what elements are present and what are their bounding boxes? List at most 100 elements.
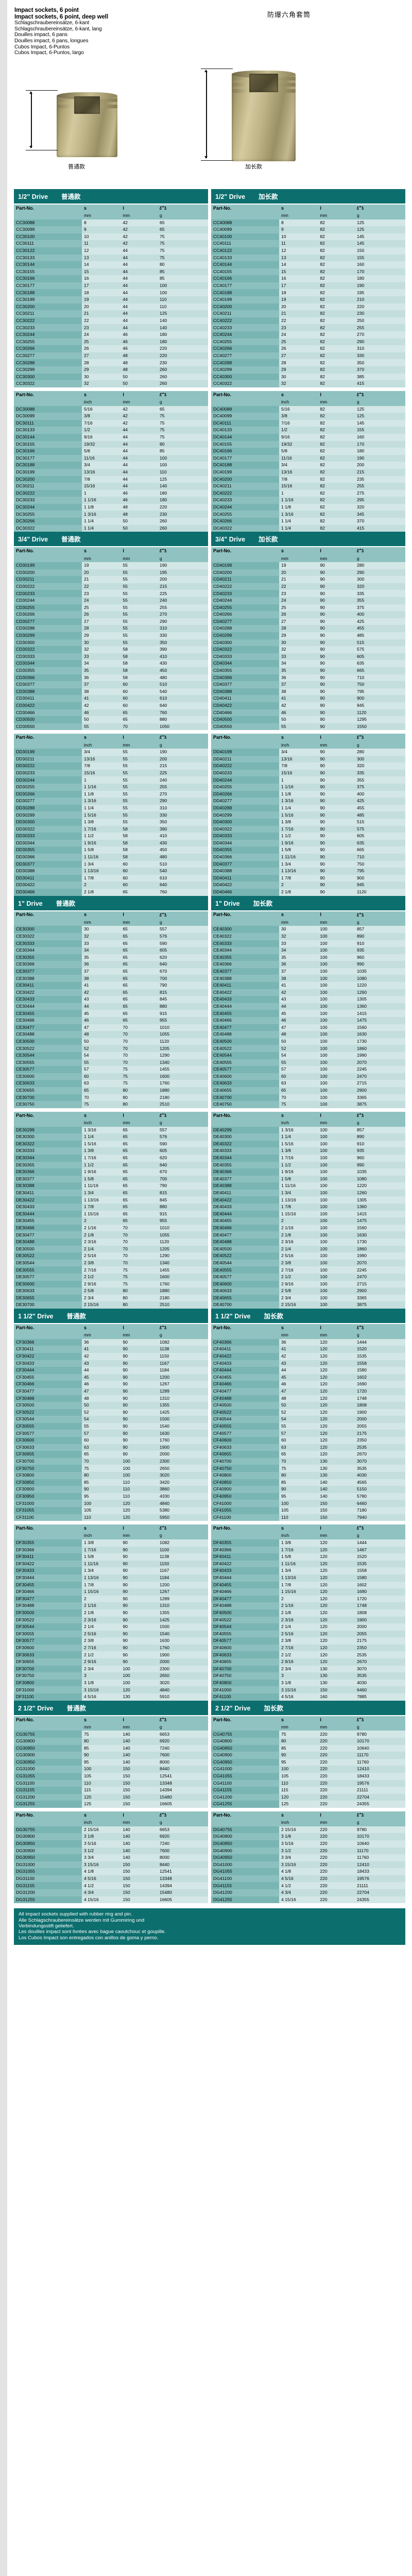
table-row[interactable]: DE40355 1 1/2 100 990 (211, 1161, 405, 1169)
table-row[interactable]: CD30377 37 60 510 (14, 681, 208, 688)
table-row[interactable]: DC40155 19/32 82 170 (211, 440, 405, 448)
table-row[interactable]: DC40322 1 1/4 82 415 (211, 524, 405, 532)
table-row[interactable]: DF30577 2 3/8 90 1630 (14, 1637, 208, 1645)
table-row[interactable]: CG30800 80 140 6920 (14, 1738, 208, 1745)
table-row[interactable]: DD40211 13/16 90 300 (211, 755, 405, 763)
table-row[interactable]: DF40544 2 1/4 120 2000 (211, 1623, 405, 1631)
table-row[interactable]: CF30700 70 100 2300 (14, 1458, 208, 1465)
table-row[interactable]: CG41055 105 220 18433 (211, 1772, 405, 1780)
table-row[interactable]: DD30422 2 60 640 (14, 882, 208, 889)
table-row[interactable]: DC30166 5/8 44 85 (14, 448, 208, 455)
table-row[interactable]: CD30233 23 55 225 (14, 590, 208, 597)
table-row[interactable]: CF30500 50 90 1355 (14, 1402, 208, 1409)
table-row[interactable]: DE30633 2 5/8 80 1880 (14, 1287, 208, 1295)
table-row[interactable]: DE30466 2 1/16 70 1010 (14, 1224, 208, 1232)
table-row[interactable]: CE30433 43 65 845 (14, 996, 208, 1003)
table-row[interactable]: DF40577 2 3/8 120 2175 (211, 1637, 405, 1645)
table-row[interactable]: CG31200 120 150 15480 (14, 1793, 208, 1801)
table-row[interactable]: DD40333 1 1/2 90 605 (211, 833, 405, 840)
table-row[interactable]: DF31000 3 15/16 120 4840 (14, 1686, 208, 1694)
table-row[interactable]: CD30299 29 55 330 (14, 632, 208, 639)
table-row[interactable]: DC40188 3/4 82 200 (211, 462, 405, 469)
table-row[interactable]: CD40344 34 90 635 (211, 660, 405, 667)
table-row[interactable]: CF40366 36 120 1444 (211, 1338, 405, 1346)
table-row[interactable]: DE30333 1 3/8 65 605 (14, 1147, 208, 1155)
table-row[interactable]: DC30211 15/16 44 140 (14, 483, 208, 490)
table-row[interactable]: CE40477 47 100 1560 (211, 1024, 405, 1031)
table-row[interactable]: CD30422 42 60 640 (14, 702, 208, 709)
table-row[interactable]: DC30188 3/4 44 100 (14, 462, 208, 469)
table-row[interactable]: CE30655 65 80 1880 (14, 1087, 208, 1094)
table-row[interactable]: DG41155 4 1/2 220 21111 (211, 1882, 405, 1890)
table-row[interactable]: DE40577 2 1/2 100 2470 (211, 1274, 405, 1281)
table-row[interactable]: CF41055 105 150 7180 (211, 1507, 405, 1514)
table-row[interactable]: CF30950 95 110 4330 (14, 1493, 208, 1500)
table-row[interactable]: DG41200 4 3/4 220 22704 (211, 1889, 405, 1896)
table-row[interactable]: CC40100 10 82 145 (211, 233, 405, 241)
table-row[interactable]: DD40266 1 1/8 90 400 (211, 790, 405, 798)
table-row[interactable]: CF40577 57 120 2175 (211, 1430, 405, 1437)
table-row[interactable]: DD40222 7/8 90 320 (211, 762, 405, 770)
table-row[interactable]: DG30850 3 5/16 140 7240 (14, 1840, 208, 1848)
table-row[interactable]: CD30500 50 65 880 (14, 716, 208, 723)
table-row[interactable]: CC30222 22 44 140 (14, 317, 208, 325)
table-row[interactable]: CD40550 55 90 1550 (211, 723, 405, 731)
table-row[interactable]: CC40266 26 82 310 (211, 345, 405, 352)
table-row[interactable]: CF30750 75 100 2650 (14, 1465, 208, 1472)
table-row[interactable]: DC30255 1 3/16 48 230 (14, 511, 208, 518)
table-row[interactable]: DD30277 1 3/16 55 290 (14, 798, 208, 805)
table-row[interactable]: DE40366 1 9/16 100 1035 (211, 1168, 405, 1176)
table-row[interactable]: DF30488 2 1/16 90 1310 (14, 1602, 208, 1609)
table-row[interactable]: CD40333 33 90 605 (211, 653, 405, 660)
table-row[interactable]: DD30366 1 11/16 58 480 (14, 853, 208, 861)
table-row[interactable]: CF40500 50 120 1808 (211, 1402, 405, 1409)
table-row[interactable]: CC40299 29 82 370 (211, 366, 405, 374)
table-row[interactable]: CF30850 85 110 3420 (14, 1479, 208, 1486)
table-row[interactable]: DF40633 2 1/2 120 2535 (211, 1651, 405, 1659)
table-row[interactable]: DD30300 1 3/8 55 350 (14, 819, 208, 826)
table-row[interactable]: CD30199 19 55 190 (14, 562, 208, 569)
table-row[interactable]: CG31055 105 150 12541 (14, 1772, 208, 1780)
table-row[interactable]: CC40300 30 82 385 (211, 373, 405, 381)
table-row[interactable]: CD30466 46 65 760 (14, 709, 208, 717)
table-row[interactable]: DF40750 3 130 3535 (211, 1672, 405, 1680)
table-row[interactable]: DD30377 1 3/4 60 510 (14, 860, 208, 868)
table-row[interactable]: CC40111 11 82 145 (211, 240, 405, 247)
table-row[interactable]: CD40255 25 90 375 (211, 604, 405, 612)
table-row[interactable]: CF40950 95 140 5780 (211, 1493, 405, 1500)
table-row[interactable]: CE30700 70 80 2180 (14, 1094, 208, 1101)
table-row[interactable]: DG41055 4 1/8 220 18433 (211, 1868, 405, 1875)
table-row[interactable]: DD30355 1 5/8 58 450 (14, 846, 208, 854)
table-row[interactable]: DC30155 19/32 44 80 (14, 440, 208, 448)
table-row[interactable]: DG40850 3 5/16 220 10640 (211, 1840, 405, 1848)
table-row[interactable]: DE30444 1 15/16 65 915 (14, 1210, 208, 1218)
table-row[interactable]: DC30111 7/16 42 75 (14, 419, 208, 427)
table-row[interactable]: CC40233 23 82 255 (211, 324, 405, 332)
table-row[interactable]: CD30300 30 55 350 (14, 639, 208, 647)
table-row[interactable]: CF30800 80 100 3020 (14, 1472, 208, 1479)
table-row[interactable]: DD30344 1 9/16 58 430 (14, 839, 208, 847)
table-row[interactable]: CE30411 41 65 790 (14, 982, 208, 989)
table-row[interactable]: DF30544 2 1/4 90 1500 (14, 1623, 208, 1631)
table-row[interactable]: CG41100 110 220 19576 (211, 1780, 405, 1787)
table-row[interactable]: DC40211 15/16 82 255 (211, 483, 405, 490)
table-row[interactable]: DE30522 2 5/16 70 1290 (14, 1252, 208, 1260)
table-row[interactable]: DE40600 2 9/16 100 2715 (211, 1280, 405, 1288)
table-row[interactable]: CE40633 63 100 2715 (211, 1080, 405, 1087)
table-row[interactable]: DF40700 2 3/4 130 3070 (211, 1665, 405, 1673)
table-row[interactable]: DC40177 11/16 82 190 (211, 454, 405, 462)
table-row[interactable]: CF40455 45 120 1602 (211, 1374, 405, 1381)
table-row[interactable]: CF30600 60 90 1760 (14, 1437, 208, 1444)
table-row[interactable]: DC40233 1 1/16 82 295 (211, 497, 405, 504)
table-row[interactable]: DD40411 1 7/8 90 900 (211, 874, 405, 882)
table-row[interactable]: DC30177 11/16 44 100 (14, 454, 208, 462)
table-row[interactable]: DF30600 2 7/16 90 1760 (14, 1644, 208, 1652)
table-row[interactable]: DD40277 1 3/16 90 425 (211, 798, 405, 805)
table-row[interactable]: CC40200 20 82 220 (211, 303, 405, 311)
table-row[interactable]: CD30388 38 60 540 (14, 688, 208, 696)
table-row[interactable]: CE30355 35 65 620 (14, 954, 208, 961)
table-row[interactable]: DE40500 2 1/4 100 1860 (211, 1245, 405, 1253)
table-row[interactable]: CC30177 17 44 100 (14, 282, 208, 290)
table-row[interactable]: CG30850 85 140 7240 (14, 1744, 208, 1752)
table-row[interactable]: DD40344 1 9/16 90 635 (211, 839, 405, 847)
